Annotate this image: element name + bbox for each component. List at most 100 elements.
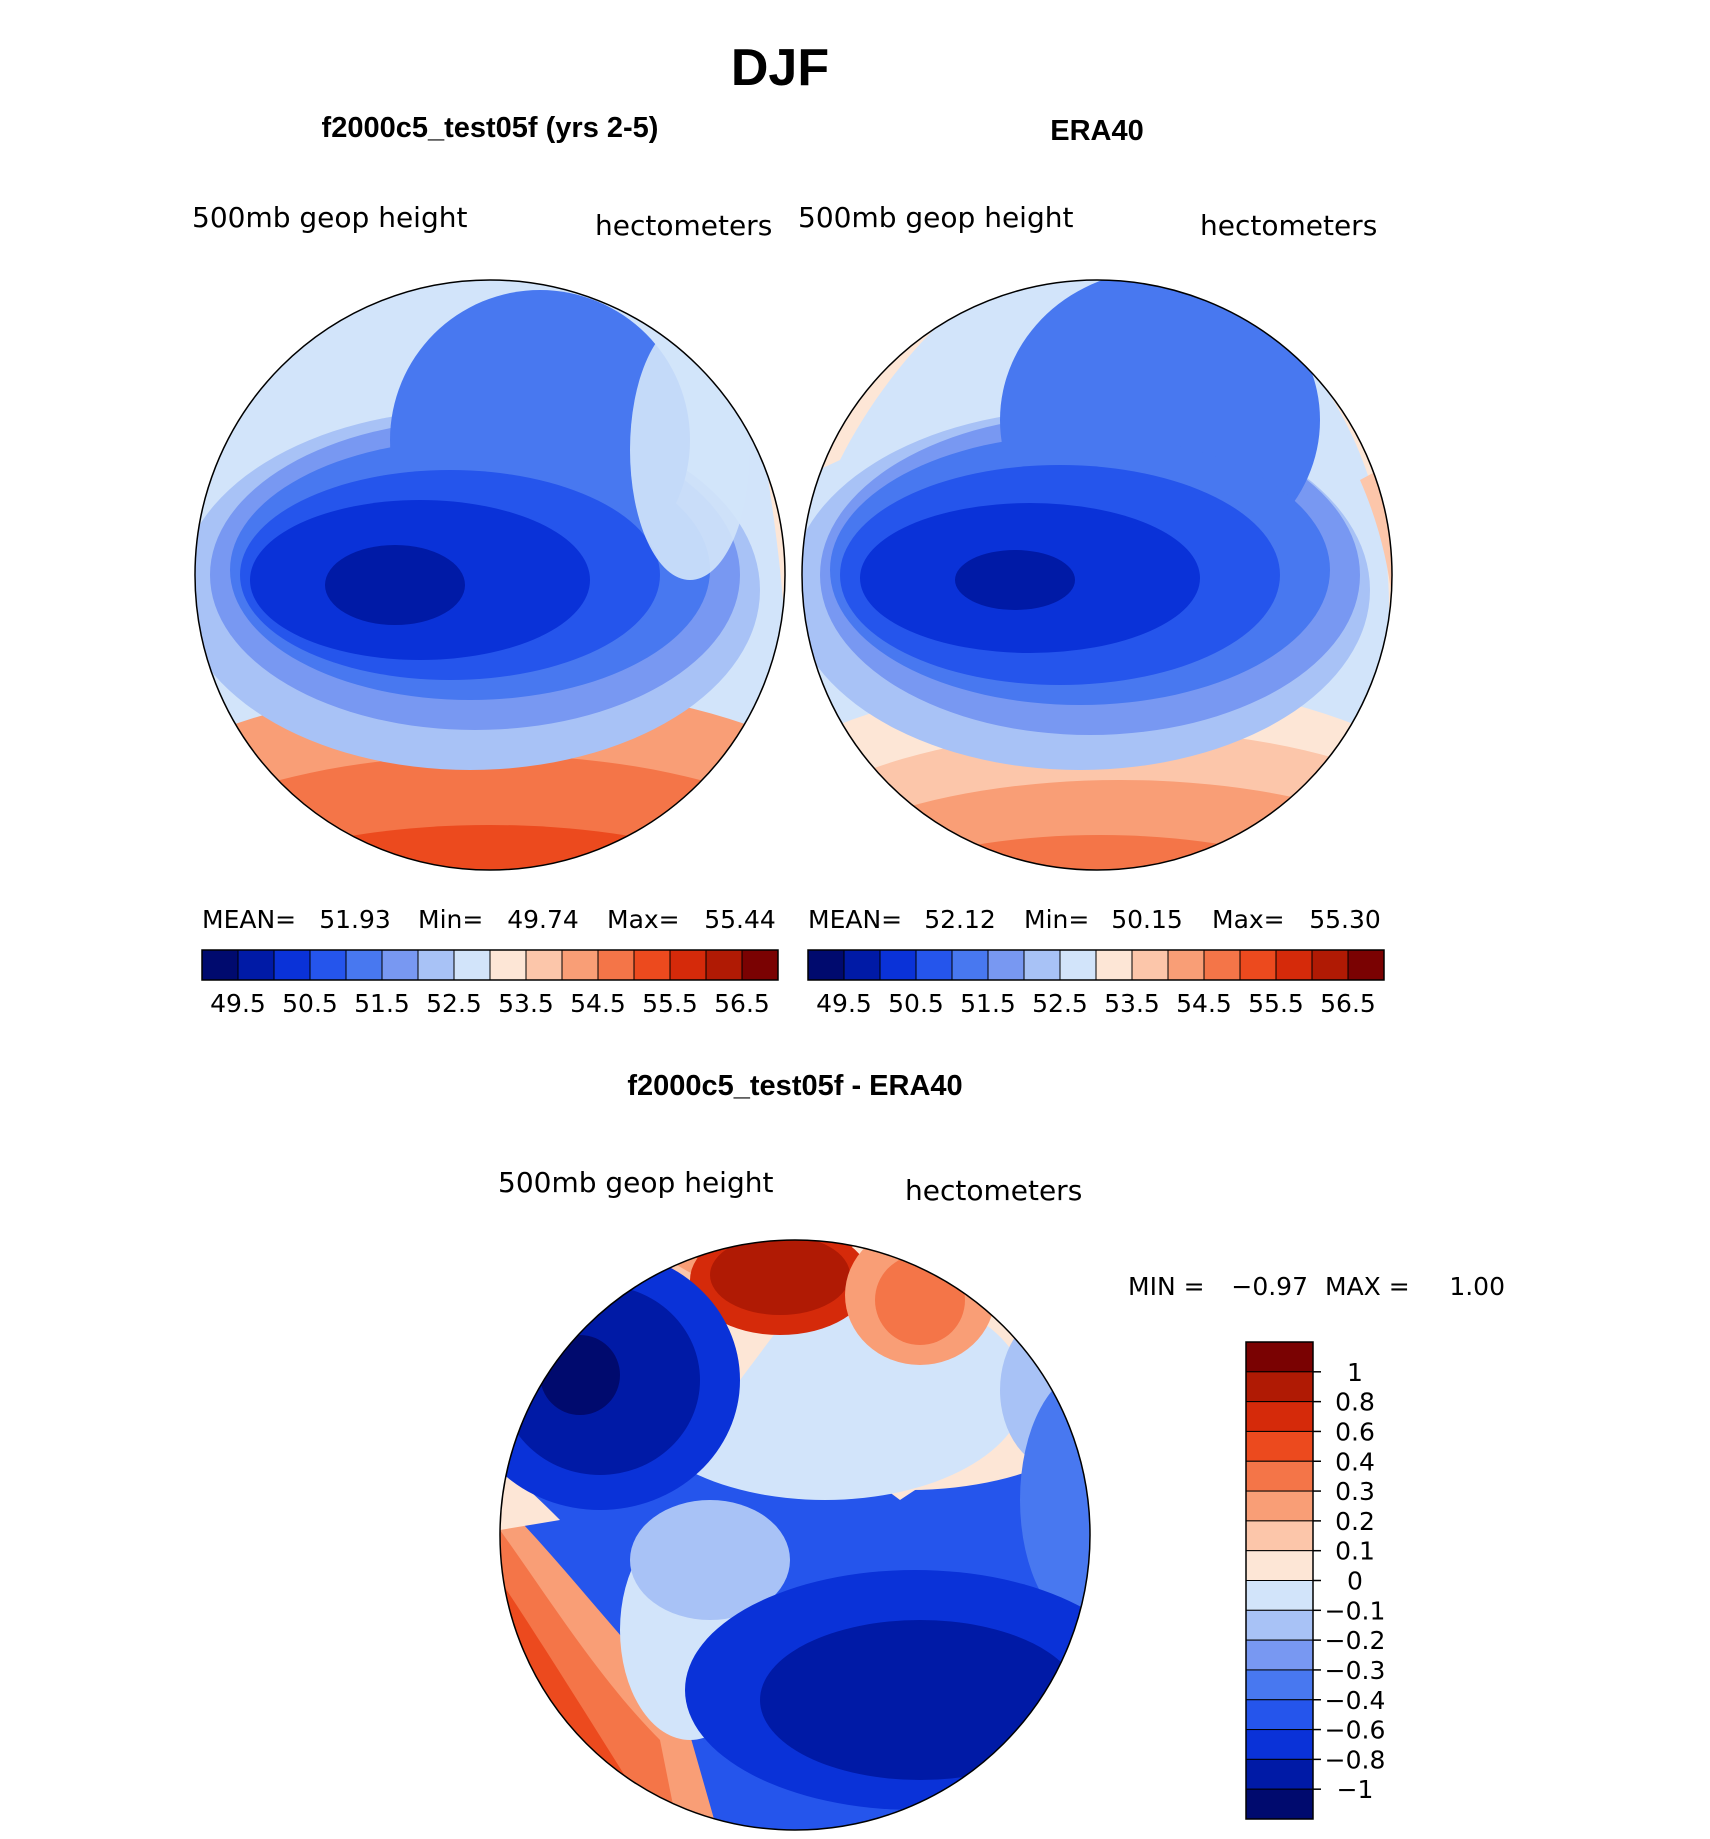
colorbar-tick-label: −1 — [1337, 1775, 1374, 1804]
colorbar-tick-label: 0.3 — [1335, 1477, 1375, 1506]
colorbar-tick-label: 53.5 — [498, 989, 554, 1018]
max-label: MAX = — [1325, 1272, 1410, 1301]
colorbar-swatch — [669, 949, 707, 981]
colorbar-tick-label: 56.5 — [714, 989, 770, 1018]
colorbar-swatch — [273, 949, 311, 981]
colorbar-tick-label: 53.5 — [1104, 989, 1160, 1018]
max-value: 55.30 — [1309, 905, 1381, 934]
colorbar-swatch — [741, 949, 779, 981]
variable-label: 500mb geop height — [798, 201, 1073, 234]
panel-era40: ERA40 500mb geop height hectometers — [798, 115, 1393, 1018]
map-boundary — [194, 279, 786, 871]
polar-map-difference — [500, 1240, 1090, 1830]
colorbar-swatch — [1023, 949, 1061, 981]
colorbar-swatch — [1245, 1430, 1314, 1462]
colorbar-swatch — [1245, 1550, 1314, 1581]
panel-difference: f2000c5_test05f - ERA40 500mb geop heigh… — [498, 1070, 1505, 1831]
min-value: −0.97 — [1231, 1272, 1308, 1301]
panel-title: f2000c5_test05f (yrs 2-5) — [322, 112, 659, 144]
max-value: 1.00 — [1449, 1272, 1505, 1301]
colorbar-swatch — [1245, 1520, 1314, 1552]
colorbar-swatch — [1347, 949, 1385, 981]
colorbar-swatch — [1245, 1371, 1314, 1403]
colorbar-tick-label: 55.5 — [1248, 989, 1304, 1018]
colorbar-swatch — [1245, 1460, 1314, 1492]
colorbar-swatch — [879, 949, 917, 981]
colorbar-swatch — [417, 949, 455, 981]
minmax-line: MIN = −0.97 MAX = 1.00 — [1128, 1272, 1505, 1301]
colorbar-swatch — [1245, 1729, 1314, 1760]
stats-line: MEAN= 52.12 Min= 50.15 Max= 55.30 — [808, 905, 1381, 934]
min-label: Min= — [1024, 905, 1089, 934]
min-label: Min= — [418, 905, 483, 934]
colorbar-swatch — [1245, 1788, 1314, 1820]
colorbar-tick-label: 49.5 — [210, 989, 266, 1018]
colorbar-tick-label: −0.3 — [1325, 1656, 1386, 1685]
colorbar-frame — [807, 949, 1385, 981]
colorbar-tick-label: 1 — [1347, 1358, 1363, 1387]
colorbar-swatch — [807, 949, 845, 981]
colorbar-swatch — [1167, 949, 1205, 981]
colorbar-swatch — [705, 949, 743, 981]
colorbar-model-labels: 49.5 50.5 51.5 52.5 53.5 54.5 55.5 56.5 — [210, 989, 770, 1018]
colorbar-tick-label: 55.5 — [642, 989, 698, 1018]
colorbar-swatch — [345, 949, 383, 981]
panel-title: f2000c5_test05f - ERA40 — [627, 1070, 962, 1102]
colorbar-tick-label: 52.5 — [426, 989, 482, 1018]
colorbar-swatch — [1245, 1639, 1314, 1671]
colorbar-swatch — [1245, 1669, 1314, 1701]
colorbar-swatch — [1245, 1758, 1314, 1790]
map-boundary — [801, 279, 1393, 871]
colorbar-swatch — [561, 949, 599, 981]
colorbar-tick-label: 50.5 — [282, 989, 338, 1018]
map-boundary — [499, 1239, 1091, 1831]
colorbar-tick-label: 0 — [1347, 1567, 1363, 1596]
colorbar-tick-label: 0.6 — [1335, 1417, 1375, 1446]
colorbar-difference — [1245, 1341, 1321, 1820]
colorbar-swatch — [1311, 949, 1349, 981]
variable-label: 500mb geop height — [192, 201, 467, 234]
colorbar-swatch — [1245, 1609, 1314, 1641]
variable-label: 500mb geop height — [498, 1166, 773, 1199]
colorbar-swatch — [1239, 949, 1277, 981]
min-label: MIN = — [1128, 1272, 1205, 1301]
colorbar-swatch — [843, 949, 881, 981]
colorbar-swatch — [987, 949, 1025, 981]
colorbar-tick-label: 0.2 — [1335, 1507, 1375, 1536]
mean-value: 51.93 — [319, 905, 391, 934]
colorbar-swatch — [951, 949, 989, 981]
colorbar-tick-label: −0.1 — [1325, 1596, 1386, 1625]
colorbar-tick-label: −0.8 — [1325, 1745, 1386, 1774]
colorbar-tick-label: −0.2 — [1325, 1626, 1386, 1655]
colorbar-swatch — [915, 949, 953, 981]
panel-title: ERA40 — [1050, 115, 1144, 147]
colorbar-tick-label: 50.5 — [888, 989, 944, 1018]
colorbar-swatch — [525, 949, 563, 981]
colorbar-tick-label: 52.5 — [1032, 989, 1088, 1018]
colorbar-tick-label: 54.5 — [570, 989, 626, 1018]
figure-title: DJF — [731, 39, 829, 97]
colorbar-swatch — [309, 949, 347, 981]
min-value: 50.15 — [1111, 905, 1183, 934]
colorbar-era40 — [807, 949, 1385, 981]
colorbar-tick-label: −0.4 — [1325, 1686, 1386, 1715]
colorbar-swatch — [1245, 1580, 1314, 1611]
units-label: hectometers — [595, 209, 772, 242]
min-value: 49.74 — [507, 905, 579, 934]
colorbar-swatch — [1245, 1401, 1314, 1432]
colorbar-swatch — [381, 949, 419, 981]
colorbar-model — [201, 949, 779, 981]
colorbar-swatch — [1095, 949, 1133, 981]
colorbar-tick-label: 51.5 — [960, 989, 1016, 1018]
max-value: 55.44 — [704, 905, 776, 934]
max-label: Max= — [1212, 905, 1285, 934]
colorbar-swatch — [237, 949, 275, 981]
colorbar-tick-label: 56.5 — [1320, 989, 1376, 1018]
colorbar-swatch — [1245, 1490, 1314, 1522]
units-label: hectometers — [905, 1174, 1082, 1207]
colorbar-swatch — [1203, 949, 1241, 981]
colorbar-swatch — [1275, 949, 1313, 981]
mean-label: MEAN= — [202, 905, 296, 934]
colorbar-swatch — [633, 949, 671, 981]
